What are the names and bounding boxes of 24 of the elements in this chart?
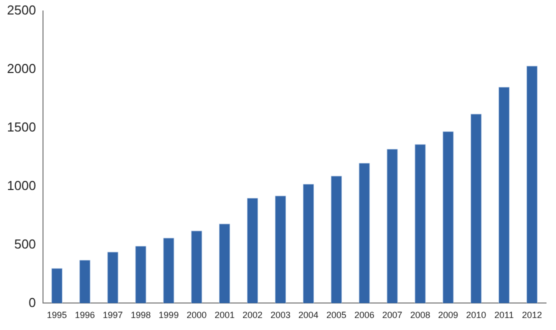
- x-tick-label: 2001: [214, 310, 235, 320]
- y-tick-label: 1000: [7, 178, 36, 193]
- x-tick-label: 2000: [186, 310, 207, 320]
- x-tick-label: 2008: [410, 310, 430, 320]
- x-tick-label: 1999: [158, 310, 179, 320]
- y-tick-label: 0: [28, 294, 36, 310]
- x-tick-label: 2011: [494, 310, 514, 320]
- x-tick-label: 1997: [102, 310, 123, 320]
- x-tick-label: 2002: [242, 310, 263, 320]
- x-tick-label: 2003: [270, 310, 290, 320]
- x-tick-label: 2007: [382, 310, 402, 320]
- x-tick-label: 2004: [298, 310, 318, 320]
- x-tick-label: 2005: [326, 310, 346, 320]
- y-tick-label: 1500: [7, 119, 36, 134]
- x-tick-label: 2012: [522, 310, 542, 320]
- x-tick-label: 2006: [354, 310, 374, 320]
- x-tick-label: 1998: [130, 310, 151, 320]
- y-tick-label: 500: [14, 236, 36, 252]
- y-tick-label: 2000: [7, 60, 36, 76]
- x-tick-label: 2009: [438, 310, 458, 320]
- x-tick-label: 1996: [74, 310, 95, 320]
- x-tick-label: 2010: [466, 310, 486, 320]
- y-tick-label: 2500: [7, 2, 36, 18]
- x-tick-label: 1995: [46, 310, 67, 320]
